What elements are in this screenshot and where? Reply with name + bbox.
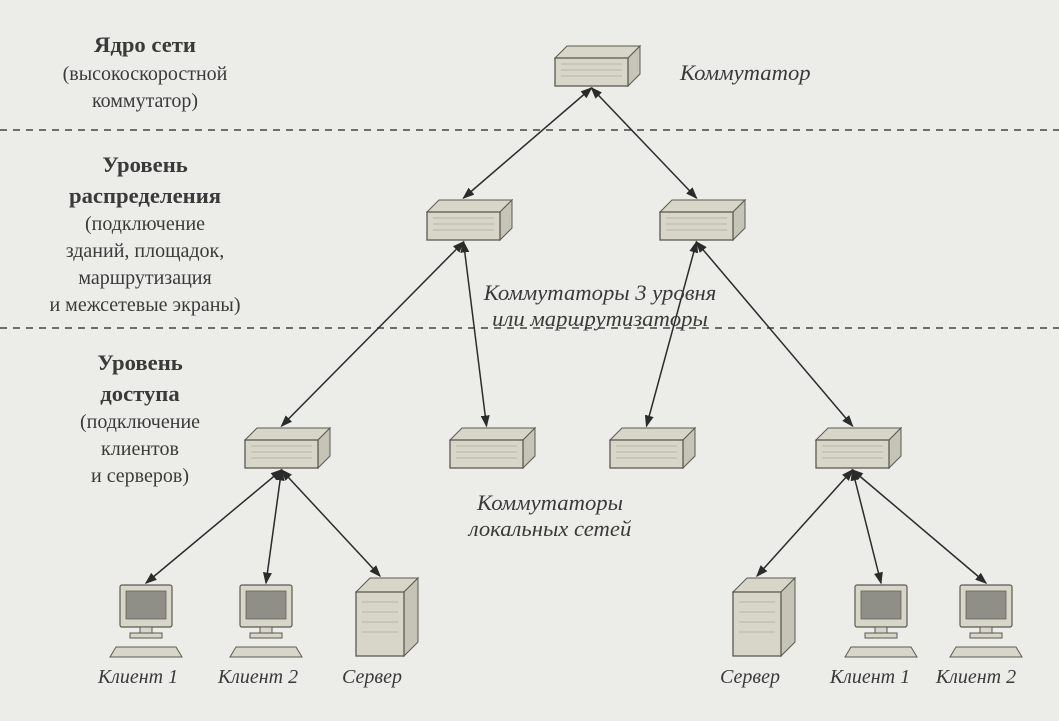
- edge-acc_a-left.client2: [266, 470, 282, 583]
- edge-dist_r-acc_d: [697, 242, 853, 426]
- pc-icon-right-1: [845, 585, 917, 657]
- layer-access-label: Уровеньдоступа (подключениеклиентови сер…: [50, 348, 230, 490]
- label-left-client2: Клиент 2: [208, 666, 308, 689]
- pc-icon-left-2: [230, 585, 302, 657]
- layer-dist-label: Уровеньраспределения (подключениезданий,…: [10, 150, 280, 319]
- layer-core-subtitle: (высокоскоростнойкоммутатор): [30, 61, 260, 115]
- caption-l3-switches: Коммутаторы 3 уровняили маршрутизаторы: [430, 280, 770, 332]
- switch-icon-dist_r: [660, 200, 745, 240]
- label-right-client1: Клиент 1: [820, 666, 920, 689]
- server-icon-right: [733, 578, 795, 656]
- layer-dist-subtitle: (подключениезданий, площадок,маршрутизац…: [10, 211, 280, 319]
- switch-icon-dist_l: [427, 200, 512, 240]
- edge-dist_r-acc_c: [647, 242, 697, 426]
- edge-core-dist_r: [592, 88, 697, 198]
- switch-icon-acc_b: [450, 428, 535, 468]
- switch-icon-acc_d: [816, 428, 901, 468]
- switch-icon-acc_a: [245, 428, 330, 468]
- layer-core-label: Ядро сети (высокоскоростнойкоммутатор): [30, 30, 260, 115]
- edge-acc_a-left.server: [282, 470, 381, 576]
- pc-icon-left-1: [110, 585, 182, 657]
- layer-access-subtitle: (подключениеклиентови серверов): [50, 409, 230, 490]
- label-left-server: Сервер: [322, 666, 422, 689]
- pc-icon-right-2: [950, 585, 1022, 657]
- edge-core-dist_l: [464, 88, 592, 198]
- caption-core-switch: Коммутатор: [680, 60, 880, 86]
- edge-acc_d-right.server: [757, 470, 853, 576]
- edge-acc_d-right.client2: [853, 470, 987, 583]
- switch-icon-core: [555, 46, 640, 86]
- switch-icon-acc_c: [610, 428, 695, 468]
- label-left-client1: Клиент 1: [88, 666, 188, 689]
- edge-dist_l-acc_b: [464, 242, 487, 426]
- edge-acc_d-right.client1: [853, 470, 882, 583]
- layer-access-title: Уровеньдоступа: [50, 348, 230, 409]
- label-right-client2: Клиент 2: [926, 666, 1026, 689]
- server-icon-left: [356, 578, 418, 656]
- label-right-server: Сервер: [700, 666, 800, 689]
- edge-dist_l-acc_a: [282, 242, 464, 426]
- caption-lan-switches: Коммутаторылокальных сетей: [420, 490, 680, 542]
- layer-core-title: Ядро сети: [30, 30, 260, 61]
- layer-dist-title: Уровеньраспределения: [10, 150, 280, 211]
